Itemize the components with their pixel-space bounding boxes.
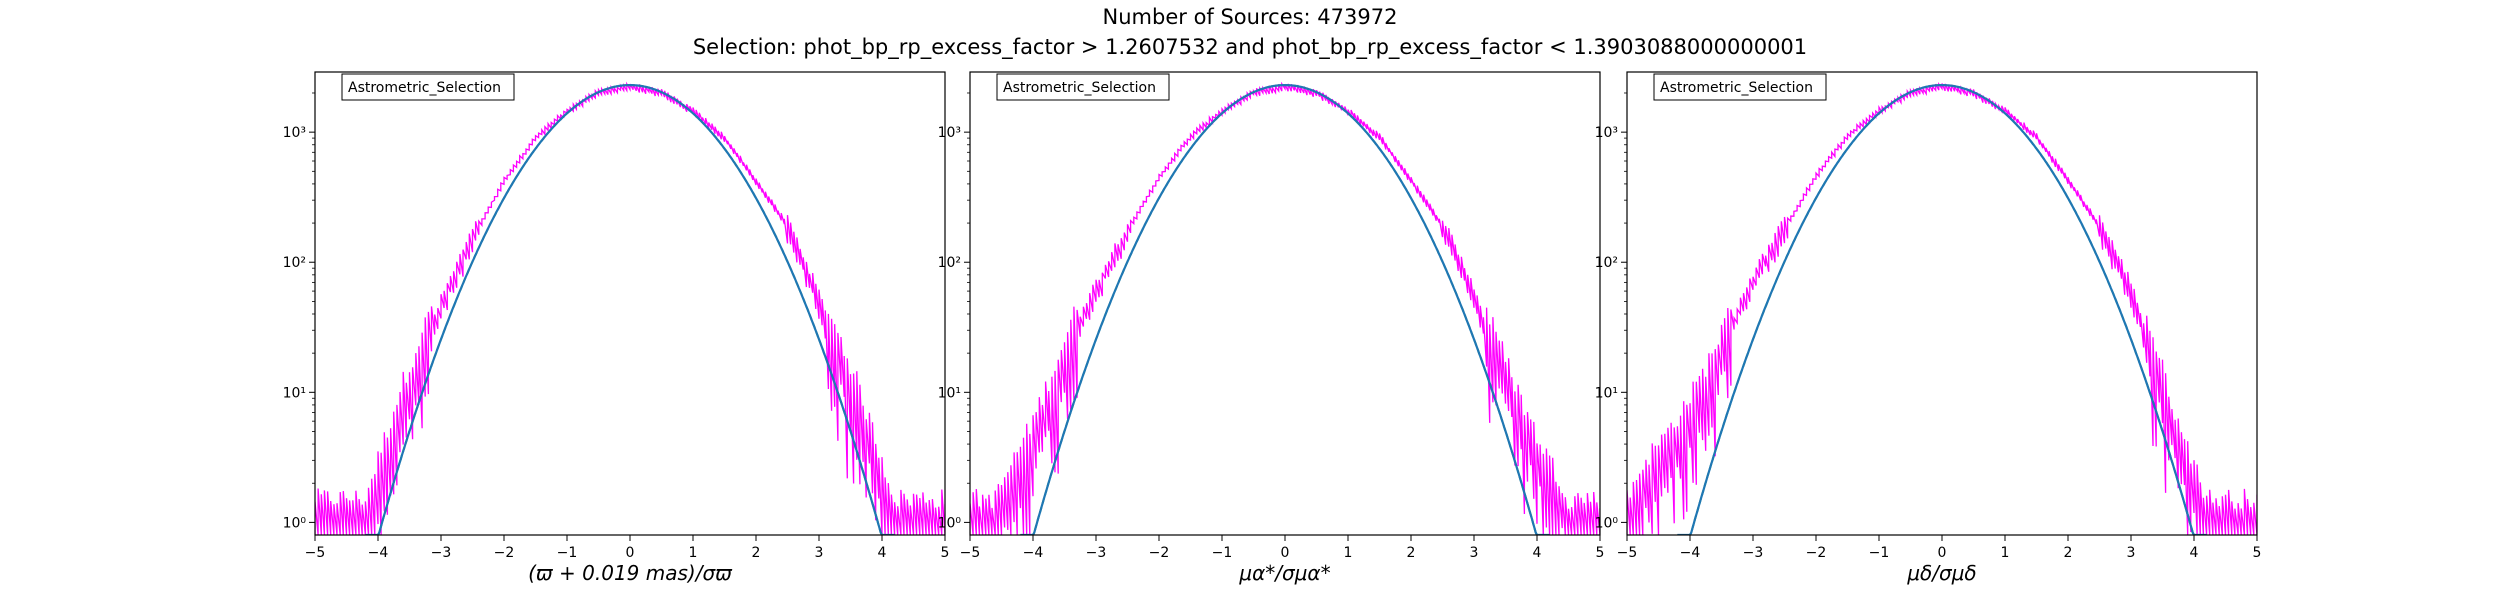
x-axis-label: (ϖ + 0.019 mas)/σϖ xyxy=(528,561,733,585)
x-tick-label: −5 xyxy=(960,545,981,561)
x-tick-label: 1 xyxy=(1344,545,1353,561)
x-tick-label: 3 xyxy=(1470,545,1479,561)
y-tick-label: 10³ xyxy=(938,125,961,141)
y-tick-label: 10² xyxy=(1595,255,1618,271)
x-tick-label: −2 xyxy=(494,545,515,561)
y-tick-label: 10² xyxy=(938,255,961,271)
legend-box xyxy=(1653,73,1827,101)
gaussian-curve xyxy=(1020,84,1550,535)
legend-label: Astrometric_Selection xyxy=(1660,80,1813,96)
axes-frame xyxy=(314,71,946,536)
x-tick-label: 1 xyxy=(2001,545,2010,561)
axes-frame xyxy=(1626,71,2258,536)
x-tick-label: 1 xyxy=(689,545,698,561)
y-tick-label: 10² xyxy=(283,255,306,271)
y-tick-label: 10³ xyxy=(1595,125,1618,141)
plot-area-pmra xyxy=(970,81,1600,535)
x-tick-label: 0 xyxy=(626,545,635,561)
x-tick-label: 4 xyxy=(2190,545,2199,561)
x-tick-label: 0 xyxy=(1281,545,1290,561)
x-axis-label: μα*/σμα* xyxy=(1238,561,1330,585)
chart-panel-parallax: −5 −4 −3 −2 −1 0 1 2 3 4 5 10⁰ 10¹ 10² 10³ (ϖ + 0.019 m… xyxy=(283,71,950,585)
x-tick-label: 3 xyxy=(2127,545,2136,561)
legend-box xyxy=(341,73,515,101)
x-tick-label: 3 xyxy=(815,545,824,561)
plot-area-pmdec xyxy=(1627,82,2257,535)
model-curve xyxy=(365,84,895,535)
x-tick-label: 2 xyxy=(1407,545,1416,561)
y-tick-label: 10¹ xyxy=(283,385,306,401)
y-tick-label: 10³ xyxy=(283,125,306,141)
gaussian-curve xyxy=(1677,84,2207,535)
x-tick-label: −1 xyxy=(1869,545,1890,561)
x-tick-label: −2 xyxy=(1806,545,1827,561)
y-tick-label: 10⁰ xyxy=(283,515,307,531)
histogram-series xyxy=(315,81,945,535)
x-tick-label: 2 xyxy=(2064,545,2073,561)
x-tick-label: 5 xyxy=(2253,545,2262,561)
legend-label: Astrometric_Selection xyxy=(1003,80,1156,96)
figure-title-selection: Selection: phot_bp_rp_excess_factor > 1.… xyxy=(692,35,1808,59)
x-tick-label: −4 xyxy=(1023,545,1044,561)
x-tick-label: 2 xyxy=(752,545,761,561)
y-tick-label: 10⁰ xyxy=(1595,515,1619,531)
chart-panel-pmra: −5 −4 −3 −2 −1 0 1 2 3 4 5 10⁰ 10¹ 10² 10³ μα*/σμα* Astr… xyxy=(938,71,1605,585)
model-curve xyxy=(1020,84,1550,535)
x-tick-label: −4 xyxy=(1680,545,1701,561)
x-tick-label: −3 xyxy=(1743,545,1764,561)
x-tick-label: −5 xyxy=(1617,545,1638,561)
figure-title-sources: Number of Sources: 473972 xyxy=(1102,5,1398,29)
histogram-series xyxy=(970,81,1600,535)
y-tick-label: 10¹ xyxy=(938,385,961,401)
legend-box xyxy=(996,73,1170,101)
x-axis-label: μδ/σμδ xyxy=(1906,561,1976,585)
x-tick-label: −3 xyxy=(431,545,452,561)
y-tick-label: 10⁰ xyxy=(938,515,962,531)
x-tick-label: 4 xyxy=(878,545,887,561)
x-tick-label: −1 xyxy=(1212,545,1233,561)
chart-panel-pmdec: −5 −4 −3 −2 −1 0 1 2 3 4 5 10⁰ 10¹ 10² 10³ μδ/σμδ Astrom… xyxy=(1595,71,2262,585)
legend-label: Astrometric_Selection xyxy=(348,80,501,96)
x-tick-label: 5 xyxy=(941,545,950,561)
plot-area-parallax xyxy=(315,81,945,535)
x-tick-label: −1 xyxy=(557,545,578,561)
x-tick-label: −3 xyxy=(1086,545,1107,561)
model-curve xyxy=(1677,84,2207,535)
histogram-series xyxy=(1627,82,2257,535)
x-tick-label: −4 xyxy=(368,545,389,561)
x-tick-label: 4 xyxy=(1533,545,1542,561)
x-tick-label: 0 xyxy=(1938,545,1947,561)
x-tick-label: 5 xyxy=(1596,545,1605,561)
y-tick-label: 10¹ xyxy=(1595,385,1618,401)
axes-frame xyxy=(969,71,1601,536)
x-tick-label: −5 xyxy=(305,545,326,561)
x-tick-label: −2 xyxy=(1149,545,1170,561)
gaussian-curve xyxy=(365,84,895,535)
